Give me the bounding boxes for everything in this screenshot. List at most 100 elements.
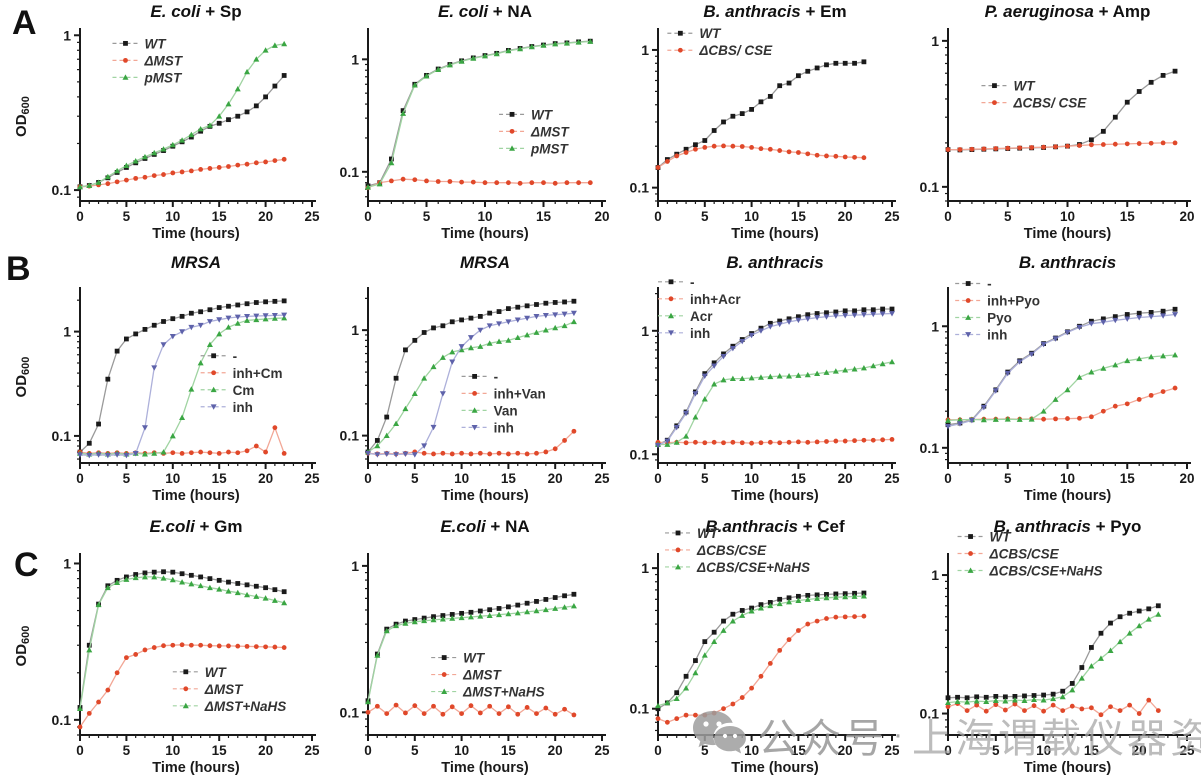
title-species: MRSA [170, 253, 222, 272]
title-treatment: + Cef [797, 517, 845, 536]
svg-text:0.1: 0.1 [630, 446, 650, 462]
svg-text:Time (hours): Time (hours) [441, 226, 529, 242]
legend-label: WT [697, 526, 720, 541]
panel-title: B. anthracis [906, 243, 1201, 283]
legend-label: inh [233, 400, 253, 415]
svg-text:0: 0 [944, 743, 952, 758]
svg-text:10: 10 [744, 743, 759, 758]
chart-panel-b3: B. anthracis 0 5 10 15 20 25 Time (hours) 1 0.1 - i… [616, 243, 906, 505]
series-black [945, 603, 1161, 701]
series-red [945, 697, 1161, 718]
svg-text:10: 10 [477, 209, 492, 224]
svg-text:25: 25 [884, 471, 900, 486]
svg-text:15: 15 [1120, 471, 1136, 486]
svg-text:1: 1 [351, 322, 359, 338]
svg-text:15: 15 [791, 743, 807, 758]
chart-svg-b4: 0 5 10 15 20 Time (hours) 1 0.1 - inh+Pyo Pyo inh [920, 277, 1195, 504]
series-red [655, 436, 895, 446]
svg-text:25: 25 [304, 209, 320, 224]
svg-text:15: 15 [212, 209, 228, 224]
legend-label: inh [690, 326, 710, 341]
svg-text:1: 1 [63, 324, 71, 340]
panel-title: E.coli + Gm [0, 505, 326, 549]
svg-text:Time (hours): Time (hours) [441, 488, 529, 504]
svg-text:20: 20 [1179, 471, 1194, 486]
svg-text:5: 5 [423, 209, 431, 224]
chart-svg-b2: 0 5 10 15 20 25 Time (hours) 1 0.1 - inh+Van Van inh [340, 287, 610, 504]
series-red [365, 176, 593, 191]
series-red [365, 702, 577, 718]
panel-title: B.anthracis + Cef [616, 505, 906, 549]
title-treatment: + NA [485, 517, 530, 536]
chart-panel-c1: E.coli + Gm 0 5 10 15 20 25 Time (hours) 1 0.1 OD6… [0, 505, 326, 777]
series-red [77, 425, 287, 456]
svg-text:15: 15 [1120, 209, 1136, 224]
svg-text:20: 20 [548, 471, 563, 486]
svg-text:10: 10 [454, 471, 469, 486]
legend-label: WT [531, 107, 554, 122]
legend: - inh+Pyo Pyo inh [955, 277, 1040, 343]
legend: - inh+Acr Acr inh [658, 275, 741, 341]
title-species: E.coli [149, 517, 195, 536]
svg-text:Time (hours): Time (hours) [1024, 488, 1112, 504]
title-species: B. anthracis [1018, 253, 1117, 272]
series-blue [77, 312, 288, 459]
series-black [945, 306, 1178, 428]
legend-label: Van [494, 403, 518, 418]
svg-text:1: 1 [931, 567, 939, 583]
series-red [77, 156, 287, 190]
series-green [945, 611, 1162, 705]
svg-text:5: 5 [411, 471, 419, 486]
svg-text:Time (hours): Time (hours) [152, 760, 240, 776]
svg-text:20: 20 [838, 743, 853, 758]
legend-label: - [987, 277, 992, 292]
panel-title: MRSA [326, 243, 616, 283]
chart-panel-a2: E. coli + NA 0 5 10 15 20 Time (hours) 1 0.1 WT ΔM… [326, 0, 616, 243]
chart-svg-c3: 0 5 10 15 20 25 Time (hours) 1 0.1 WT ΔCBS/CSE ΔCBS… [630, 526, 900, 776]
panel-title: B. anthracis + Pyo [906, 505, 1201, 549]
series-green [655, 593, 867, 709]
svg-text:0.1: 0.1 [920, 179, 940, 195]
legend-label: Cm [233, 383, 255, 398]
legend-label: ΔCBS/CSE [696, 543, 767, 558]
svg-text:Time (hours): Time (hours) [1024, 226, 1112, 242]
legend-label: pMST [530, 141, 569, 156]
svg-text:10: 10 [744, 209, 759, 224]
svg-text:1: 1 [63, 555, 71, 571]
legend: WT ΔCBS/ CSE [667, 26, 773, 58]
chart-svg-b3: 0 5 10 15 20 25 Time (hours) 1 0.1 - inh+Acr Acr inh [630, 275, 900, 504]
svg-text:15: 15 [536, 209, 552, 224]
svg-text:0: 0 [76, 209, 84, 224]
panel-title: MRSA [0, 243, 326, 283]
chart-svg-a4: 0 5 10 15 20 Time (hours) 1 0.1 WT ΔCBS/ CSE [920, 28, 1195, 242]
svg-text:0.1: 0.1 [920, 706, 940, 722]
svg-text:0.1: 0.1 [630, 701, 650, 717]
chart-panel-c4: B. anthracis + Pyo 0 5 10 15 20 25 Time (hours)… [906, 505, 1201, 777]
chart-svg-a1: 0 5 10 15 20 25 Time (hours) 1 0.1 OD600 WT ΔMST pMS… [13, 27, 320, 242]
svg-text:0: 0 [654, 743, 662, 758]
title-species: B. anthracis [703, 2, 801, 21]
svg-text:10: 10 [1060, 209, 1075, 224]
svg-text:0.1: 0.1 [920, 440, 940, 456]
series-black [77, 298, 287, 455]
svg-text:0: 0 [364, 743, 372, 758]
series-black [365, 38, 593, 189]
legend-label: Acr [690, 309, 713, 324]
svg-text:25: 25 [594, 471, 610, 486]
svg-text:0: 0 [364, 209, 372, 224]
svg-text:20: 20 [1179, 209, 1194, 224]
title-species: E.coli [440, 517, 486, 536]
series-red [945, 140, 1178, 152]
legend-label: Pyo [987, 311, 1012, 326]
legend-label: ΔMST [204, 682, 244, 697]
legend: - inh+Cm Cm inh [200, 349, 283, 415]
legend: WT ΔCBS/CSE ΔCBS/CSE+NaHS [957, 530, 1103, 579]
svg-text:Time (hours): Time (hours) [1024, 760, 1112, 776]
svg-text:20: 20 [548, 743, 563, 758]
legend-label: WT [990, 530, 1013, 545]
series-green [365, 603, 577, 705]
svg-text:25: 25 [1179, 743, 1195, 758]
svg-text:20: 20 [838, 471, 853, 486]
series-green [77, 573, 288, 712]
y-axis-label: OD600 [13, 96, 32, 137]
